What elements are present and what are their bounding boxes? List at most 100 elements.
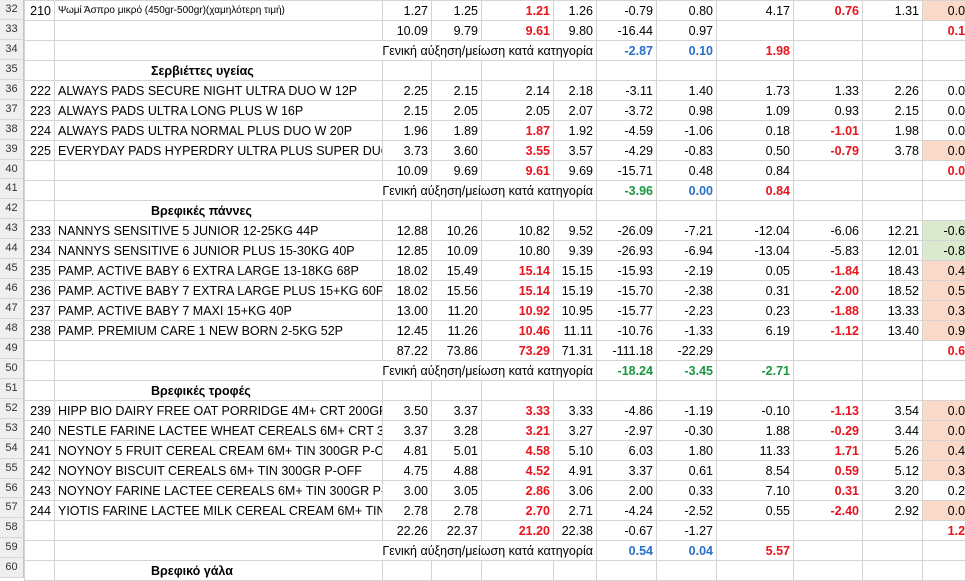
price-cell[interactable]: 11.26 [431,320,482,341]
cell[interactable] [793,60,863,81]
item-number-cell[interactable]: 233 [24,220,55,241]
sum-difference-cell[interactable]: 0.19 [922,20,965,41]
row-header[interactable]: 35 [0,59,24,80]
price-cell[interactable]: 3.37 [382,420,432,441]
change-cell[interactable]: -1.19 [656,400,717,421]
change-cell[interactable]: -2.97 [596,420,657,441]
price-cell[interactable]: 1.26 [553,0,597,21]
category-change-cell[interactable]: 0.04 [656,540,717,561]
price-cell[interactable]: 3.37 [431,400,482,421]
price-cell[interactable]: 3.20 [862,480,923,501]
price-cell[interactable]: 3.44 [862,420,923,441]
change-cell[interactable]: -12.04 [716,220,794,241]
cell[interactable] [24,560,55,581]
difference-cell[interactable]: 0.41 [922,260,965,281]
cell[interactable] [596,60,657,81]
row-header[interactable]: 33 [0,19,24,40]
price-cell[interactable]: 15.49 [431,260,482,281]
price-cell[interactable]: 4.81 [382,440,432,461]
cell[interactable] [656,60,717,81]
product-name-cell[interactable]: PAMP. ACTIVE BABY 7 EXTRA LARGE PLUS 15+… [54,280,383,301]
sum-difference-cell[interactable]: 0.08 [922,160,965,181]
change-cell[interactable]: -4.29 [596,140,657,161]
sum-cell[interactable]: 0.97 [656,20,717,41]
price-cell[interactable]: 1.98 [862,120,923,141]
price-cell[interactable]: 5.10 [553,440,597,461]
price-cell[interactable]: 12.21 [862,220,923,241]
item-number-cell[interactable]: 235 [24,260,55,281]
cell[interactable] [793,40,863,61]
price-cell[interactable]: 13.33 [862,300,923,321]
cell[interactable] [54,20,383,41]
product-name-cell[interactable]: NOYNOY FARINE LACTEE CEREALS 6M+ TIN 300… [54,480,383,501]
category-change-cell[interactable]: 1.98 [716,40,794,61]
change-cell[interactable]: -6.06 [793,220,863,241]
sum-cell[interactable]: 73.29 [481,340,554,361]
price-cell[interactable]: 10.09 [431,240,482,261]
price-cell[interactable]: 2.05 [481,100,554,121]
change-cell[interactable]: 3.37 [596,460,657,481]
product-name-cell[interactable]: NESTLE FARINE LACTEE WHEAT CEREALS 6M+ C… [54,420,383,441]
sum-cell[interactable]: 73.86 [431,340,482,361]
sum-cell[interactable]: 9.61 [481,160,554,181]
price-cell[interactable]: 15.19 [553,280,597,301]
price-cell[interactable]: 3.54 [862,400,923,421]
cell[interactable] [656,560,717,581]
price-cell[interactable]: 2.18 [553,80,597,101]
item-number-cell[interactable]: 224 [24,120,55,141]
cell[interactable] [54,340,383,361]
price-cell[interactable]: 3.06 [553,480,597,501]
sum-cell[interactable]: 10.09 [382,20,432,41]
category-change-label[interactable]: Γενική αύξηση/μείωση κατά κατηγορία [54,540,597,561]
cell[interactable] [553,200,597,221]
price-cell[interactable]: 12.85 [382,240,432,261]
change-cell[interactable]: -0.79 [793,140,863,161]
change-cell[interactable]: -1.88 [793,300,863,321]
product-name-cell[interactable]: PAMP. PREMIUM CARE 1 NEW BORN 2-5KG 52P [54,320,383,341]
cell[interactable] [922,540,965,561]
sum-cell[interactable] [793,520,863,541]
price-cell[interactable]: 3.00 [382,480,432,501]
category-change-cell[interactable]: 0.84 [716,180,794,201]
price-cell[interactable]: 2.05 [431,100,482,121]
sum-cell[interactable]: 22.37 [431,520,482,541]
product-name-cell[interactable]: NANNYS SENSITIVE 5 JUNIOR 12-25KG 44P [54,220,383,241]
change-cell[interactable]: -15.77 [596,300,657,321]
cell[interactable] [793,560,863,581]
item-number-cell[interactable]: 222 [24,80,55,101]
product-name-cell[interactable]: PAMP. ACTIVE BABY 7 MAXI 15+KG 40P [54,300,383,321]
row-header[interactable]: 46 [0,279,24,300]
price-cell[interactable]: 1.96 [382,120,432,141]
sum-cell[interactable]: 71.31 [553,340,597,361]
difference-cell[interactable]: -0.84 [922,240,965,261]
cell[interactable] [596,380,657,401]
change-cell[interactable]: 0.55 [716,500,794,521]
change-cell[interactable]: 7.10 [716,480,794,501]
cell[interactable] [596,560,657,581]
change-cell[interactable]: 2.00 [596,480,657,501]
change-cell[interactable]: -15.93 [596,260,657,281]
cell[interactable] [382,200,432,221]
sum-cell[interactable]: 22.38 [553,520,597,541]
change-cell[interactable]: -4.24 [596,500,657,521]
difference-cell[interactable]: 0.09 [922,500,965,521]
change-cell[interactable]: 1.88 [716,420,794,441]
cell[interactable] [24,540,55,561]
change-cell[interactable]: -26.09 [596,220,657,241]
cell[interactable] [862,560,923,581]
category-header[interactable]: Βρεφικές τροφές [54,380,383,401]
change-cell[interactable]: 1.40 [656,80,717,101]
price-cell[interactable]: 3.27 [553,420,597,441]
price-cell[interactable]: 3.33 [553,400,597,421]
price-cell[interactable]: 5.12 [862,460,923,481]
row-header[interactable]: 32 [0,0,24,20]
change-cell[interactable]: 4.17 [716,0,794,21]
change-cell[interactable]: -2.40 [793,500,863,521]
difference-cell[interactable]: 0.37 [922,460,965,481]
category-change-cell[interactable]: -3.45 [656,360,717,381]
cell[interactable] [24,200,55,221]
price-cell[interactable]: 15.14 [481,260,554,281]
change-cell[interactable]: 1.73 [716,80,794,101]
change-cell[interactable]: -13.04 [716,240,794,261]
cell[interactable] [862,380,923,401]
